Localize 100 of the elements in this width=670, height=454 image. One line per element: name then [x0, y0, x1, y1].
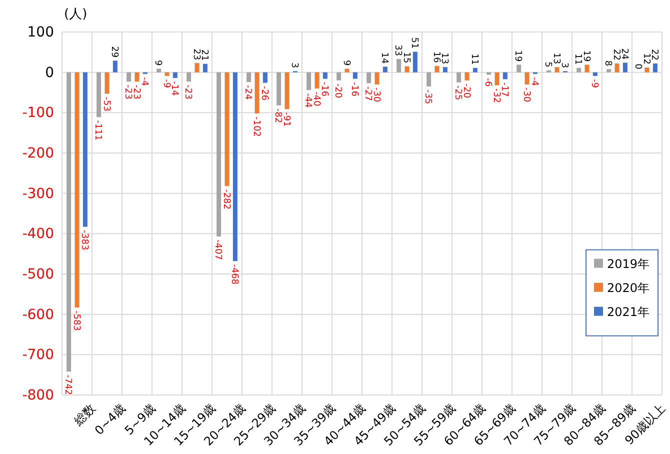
bar	[576, 68, 582, 72]
data-label: -468	[229, 264, 240, 285]
bar	[186, 72, 192, 82]
data-label: -4	[139, 76, 150, 86]
y-tick-label: -400	[22, 226, 54, 242]
bar	[202, 64, 208, 72]
data-label: -23	[182, 84, 193, 100]
data-label: 22	[649, 49, 660, 60]
bar	[126, 72, 132, 82]
y-axis-title: (人)	[64, 7, 88, 22]
data-label: -35	[422, 89, 433, 104]
data-label: -26	[259, 86, 270, 101]
data-label: -407	[212, 239, 223, 260]
bar	[434, 66, 440, 72]
bar	[426, 72, 432, 86]
bar	[592, 72, 598, 76]
data-label: -27	[362, 86, 373, 101]
bar	[306, 72, 312, 90]
bar	[382, 66, 388, 72]
bar	[336, 72, 342, 80]
data-label: 13	[550, 52, 561, 64]
data-label: 3	[289, 62, 300, 68]
data-label: -82	[272, 108, 283, 124]
bar	[96, 72, 102, 118]
data-label: 3	[559, 62, 570, 68]
data-label: -40	[310, 91, 321, 106]
data-label: -282	[220, 189, 231, 210]
y-tick-label: -500	[22, 266, 54, 282]
y-tick-label: 0	[45, 64, 54, 81]
data-label: 5	[542, 62, 553, 68]
data-label: -102	[250, 116, 261, 137]
data-label: -16	[349, 82, 360, 97]
y-tick-label: -100	[22, 105, 54, 122]
bar	[344, 68, 350, 72]
bar	[216, 72, 222, 236]
legend-label: 2019年	[607, 257, 650, 271]
data-label: 9	[340, 60, 351, 66]
data-label: -23	[122, 84, 133, 100]
bar	[652, 63, 658, 72]
bar	[366, 72, 372, 84]
data-label: 16	[430, 51, 441, 64]
bar	[606, 69, 612, 72]
data-label: -44	[302, 93, 313, 108]
data-label: 51	[409, 37, 420, 49]
data-label: -742	[62, 374, 73, 396]
bar	[472, 68, 478, 72]
y-tick-label: -300	[22, 186, 54, 202]
bar	[246, 72, 252, 82]
data-label: -25	[452, 85, 463, 100]
data-label: 33	[392, 44, 403, 56]
y-tick-label: -700	[22, 347, 54, 364]
bar	[554, 67, 560, 72]
bar	[322, 72, 328, 79]
data-label: -16	[319, 82, 330, 97]
data-label: 11	[572, 53, 583, 65]
bar	[112, 60, 118, 72]
data-label: 29	[109, 46, 120, 58]
data-label: -32	[490, 88, 501, 103]
data-label: -583	[70, 310, 81, 331]
bar	[66, 72, 72, 372]
y-tick-label: -600	[22, 306, 54, 323]
bar	[194, 63, 200, 72]
bar	[232, 72, 238, 262]
data-label: -4	[529, 76, 540, 86]
data-label: 19	[580, 50, 591, 62]
legend-label: 2020年	[607, 281, 650, 295]
data-label: 12	[640, 53, 651, 64]
data-label: 22	[610, 49, 621, 60]
bar	[502, 72, 508, 80]
data-label: -30	[520, 87, 531, 102]
data-label: -9	[589, 78, 600, 88]
bar	[262, 72, 268, 83]
bar	[584, 64, 590, 72]
data-label: 23	[190, 48, 201, 60]
data-label: -6	[482, 78, 493, 87]
data-label: -383	[79, 230, 90, 250]
data-label: 11	[469, 53, 480, 65]
y-tick-label: -200	[22, 145, 54, 162]
legend-label: 2021年	[607, 305, 650, 319]
bar	[396, 59, 402, 72]
data-label: -24	[242, 85, 253, 100]
y-tick-label: 100	[27, 24, 54, 40]
data-label: 14	[379, 52, 390, 64]
data-label: -9	[160, 78, 171, 88]
bar	[412, 52, 418, 72]
bar	[614, 63, 620, 72]
bar	[276, 72, 282, 106]
bar	[172, 72, 178, 78]
bar	[456, 72, 462, 82]
data-label: 8	[602, 60, 613, 66]
data-label: -20	[332, 83, 343, 98]
bar	[352, 72, 358, 79]
bar	[516, 64, 522, 72]
bar	[156, 68, 162, 72]
data-label: 0	[632, 64, 643, 70]
data-label: 9	[152, 60, 163, 66]
bar	[622, 62, 628, 72]
bar	[644, 67, 650, 72]
data-label: 19	[512, 50, 523, 62]
bar	[486, 72, 492, 75]
